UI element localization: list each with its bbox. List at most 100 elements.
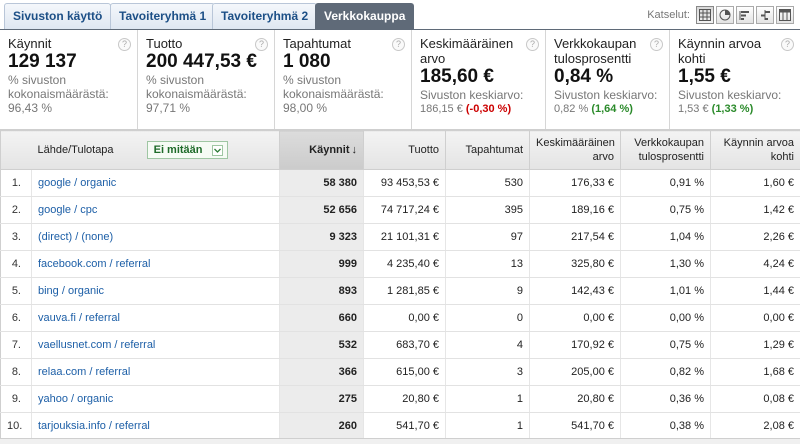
help-icon[interactable]: ? — [255, 38, 268, 51]
source-medium-link[interactable]: vauva.fi / referral — [31, 304, 280, 332]
scorecard-label: Sivuston keskiarvo: — [420, 88, 524, 102]
cell-revenue: 683,70 € — [363, 331, 446, 359]
source-medium-link[interactable]: yahoo / organic — [31, 385, 280, 413]
scorecard-average-value: Keskimääräinen arvo 185,60 € Sivuston ke… — [412, 30, 546, 129]
site-average: 0,82 % — [554, 103, 589, 115]
scorecard-label: % sivuston — [146, 73, 205, 87]
cell-revenue: 0,00 € — [363, 304, 446, 332]
cell-transactions: 530 — [445, 169, 530, 197]
site-average: 1,53 € — [678, 103, 709, 115]
scorecard-comparison: 1,53 € (1,33 %) — [678, 102, 794, 116]
cell-conversion-rate: 0,75 % — [620, 331, 711, 359]
tab-ecommerce[interactable]: Verkkokauppa — [315, 3, 415, 30]
scorecard-conversion-rate: Verkkokaupan tulosprosentti 0,84 % Sivus… — [546, 30, 670, 129]
column-header-transactions[interactable]: Tapahtumat — [445, 130, 530, 170]
table-row: 2. google / cpc 52 656 74 717,24 €395 189,16… — [0, 196, 800, 224]
tab-site-usage[interactable]: Sivuston käyttö — [4, 3, 112, 29]
source-medium-link[interactable]: bing / organic — [31, 277, 280, 305]
tab-goal-set-2[interactable]: Tavoiteryhmä 2 — [212, 3, 318, 29]
scorecard-value: 129 137 — [8, 51, 77, 72]
cell-transactions: 0 — [445, 304, 530, 332]
cell-per-visit-value: 0,08 € — [710, 385, 800, 413]
pivot-view-icon[interactable] — [776, 6, 794, 24]
table-row: 6. vauva.fi / referral 660 0,00 €0 0,00 €0,0… — [0, 304, 800, 332]
table-row: 1. google / organic 58 380 93 453,53 €530 17… — [0, 169, 800, 197]
performance-view-icon[interactable] — [736, 6, 754, 24]
cell-average-value: 142,43 € — [529, 277, 621, 305]
row-index: 3. — [0, 223, 32, 251]
column-header-revenue[interactable]: Tuotto — [363, 130, 446, 170]
row-index: 7. — [0, 331, 32, 359]
help-icon[interactable]: ? — [650, 38, 663, 51]
cell-visits: 260 — [279, 412, 364, 440]
source-medium-link[interactable]: google / organic — [31, 169, 280, 197]
source-medium-link[interactable]: tarjouksia.info / referral — [31, 412, 280, 440]
help-icon[interactable]: ? — [526, 38, 539, 51]
cell-per-visit-value: 4,24 € — [710, 250, 800, 278]
table-row: 9. yahoo / organic 275 20,80 €1 20,80 €0,36 … — [0, 385, 800, 413]
cell-per-visit-value: 1,68 € — [710, 358, 800, 386]
table-row: 3. (direct) / (none) 9 323 21 101,31 €97 217… — [0, 223, 800, 251]
source-medium-link[interactable]: facebook.com / referral — [31, 250, 280, 278]
cell-per-visit-value: 1,42 € — [710, 196, 800, 224]
cell-transactions: 1 — [445, 412, 530, 440]
cell-conversion-rate: 0,75 % — [620, 196, 711, 224]
source-medium-link[interactable]: (direct) / (none) — [31, 223, 280, 251]
column-header-label: Käynnit — [309, 144, 350, 156]
column-header-per-visit-value[interactable]: Käynnin arvoa kohti — [710, 130, 800, 170]
table-row: 7. vaellusnet.com / referral 532 683,70 €4 1… — [0, 331, 800, 359]
cell-conversion-rate: 0,82 % — [620, 358, 711, 386]
pie-view-icon[interactable] — [716, 6, 734, 24]
dimension-header: Lähde/Tulotapa Ei mitään — [31, 130, 280, 170]
tab-goal-set-1[interactable]: Tavoiteryhmä 1 — [110, 3, 216, 29]
index-header — [0, 130, 32, 170]
cell-transactions: 9 — [445, 277, 530, 305]
row-index: 4. — [0, 250, 32, 278]
cell-average-value: 189,16 € — [529, 196, 621, 224]
scorecard-label: % sivuston — [283, 73, 342, 87]
source-medium-link[interactable]: google / cpc — [31, 196, 280, 224]
table-footer-edge — [0, 438, 800, 444]
scorecard-value: 0,84 % — [554, 66, 614, 87]
scorecard-transactions: Tapahtumat 1 080 % sivuston kokonaismäär… — [275, 30, 412, 129]
scorecard-title: Käynnin arvoa kohti — [678, 36, 762, 66]
secondary-dimension-select[interactable]: Ei mitään — [146, 141, 228, 159]
row-index: 8. — [0, 358, 32, 386]
cell-transactions: 395 — [445, 196, 530, 224]
row-index: 9. — [0, 385, 32, 413]
scorecard-visits: Käynnit 129 137 % sivuston kokonaismäärä… — [0, 30, 138, 129]
cell-average-value: 541,70 € — [529, 412, 621, 440]
table-body: 1. google / organic 58 380 93 453,53 €530 17… — [0, 169, 800, 440]
scorecard-percent: 96,43 % — [8, 101, 53, 115]
cell-conversion-rate: 1,30 % — [620, 250, 711, 278]
source-medium-link[interactable]: vaellusnet.com / referral — [31, 331, 280, 359]
row-index: 2. — [0, 196, 32, 224]
cell-revenue: 74 717,24 € — [363, 196, 446, 224]
source-medium-link[interactable]: relaa.com / referral — [31, 358, 280, 386]
comparison-view-icon[interactable] — [756, 6, 774, 24]
help-icon[interactable]: ? — [781, 38, 794, 51]
scorecard-title: Käynnit — [8, 36, 52, 51]
cell-transactions: 3 — [445, 358, 530, 386]
delta-negative: (-0,30 %) — [465, 103, 512, 115]
report-table: Lähde/Tulotapa Ei mitään Käynnit ↓ Tuotto… — [0, 130, 800, 440]
cell-revenue: 541,70 € — [363, 412, 446, 440]
row-index: 10. — [0, 412, 32, 440]
sort-descending-icon: ↓ — [351, 144, 358, 156]
cell-transactions: 97 — [445, 223, 530, 251]
cell-revenue: 20,80 € — [363, 385, 446, 413]
scorecard-percent: 98,00 % — [283, 101, 328, 115]
help-icon[interactable]: ? — [118, 38, 131, 51]
cell-visits: 58 380 — [279, 169, 364, 197]
column-header-visits[interactable]: Käynnit ↓ — [279, 130, 364, 170]
scorecard-title: Tuotto — [146, 36, 183, 51]
help-icon[interactable]: ? — [392, 38, 405, 51]
cell-conversion-rate: 1,04 % — [620, 223, 711, 251]
cell-per-visit-value: 1,60 € — [710, 169, 800, 197]
scorecard-title: Tapahtumat — [283, 36, 351, 51]
column-header-conversion-rate[interactable]: Verkkokaupan tulosprosentti — [620, 130, 711, 170]
table-view-icon[interactable] — [696, 6, 714, 24]
cell-average-value: 217,54 € — [529, 223, 621, 251]
cell-transactions: 4 — [445, 331, 530, 359]
column-header-average-value[interactable]: Keskimääräinen arvo — [529, 130, 621, 170]
